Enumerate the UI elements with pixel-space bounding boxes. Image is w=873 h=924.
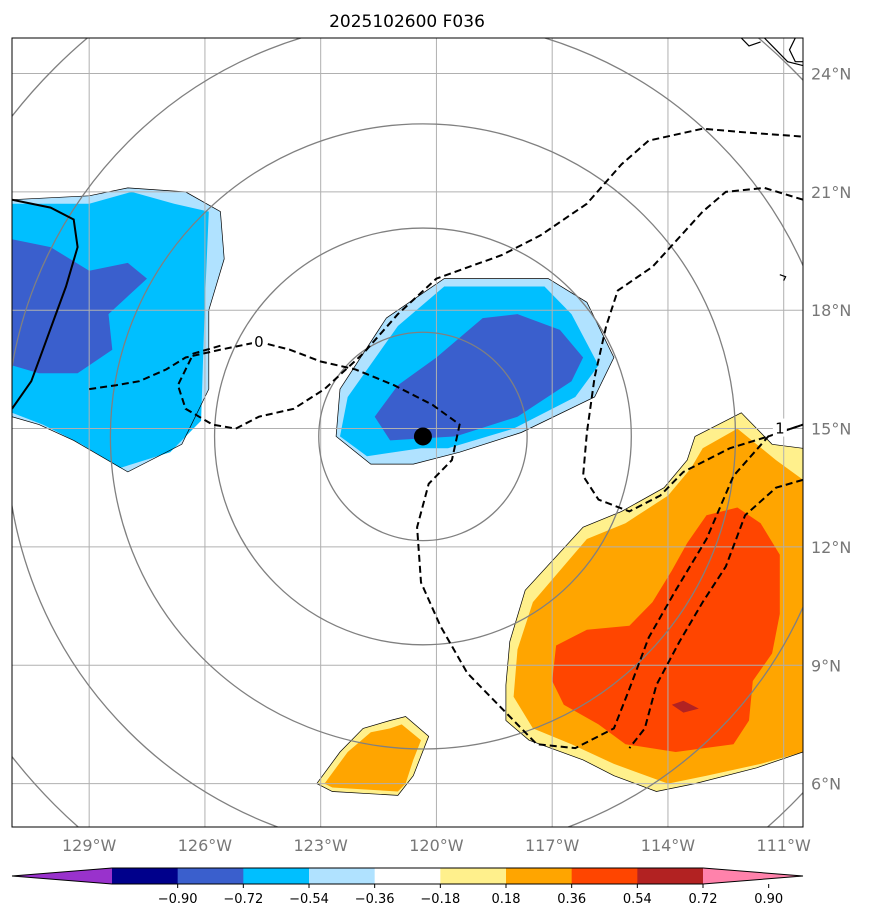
lat-tick-label: 15°N <box>811 420 851 439</box>
filled-region <box>671 700 699 713</box>
fill-outline <box>505 412 803 792</box>
lat-tick-label: 21°N <box>811 183 851 202</box>
colorbar-outline <box>11 867 804 885</box>
fill-outline <box>335 278 615 465</box>
colorbar-segment <box>506 868 573 884</box>
colorbar-tick-label: −0.36 <box>355 892 395 907</box>
lon-tick-label: 111°W <box>757 836 812 855</box>
coastline <box>740 38 761 47</box>
lat-tick-label: 9°N <box>811 656 841 675</box>
lat-tick-label: 18°N <box>811 301 851 320</box>
contour-line-dashed <box>582 186 803 513</box>
filled-region <box>552 507 780 752</box>
colorbar-tick-label: −0.90 <box>158 892 198 907</box>
colorbar-extend-low <box>12 868 112 884</box>
range-ring <box>213 227 632 646</box>
lon-tick-label: 123°W <box>294 836 349 855</box>
contour-line-dashed <box>89 340 803 750</box>
lon-tick-label: 129°W <box>62 836 117 855</box>
colorbar-segment <box>309 868 376 884</box>
colorbar-tick-label: −0.18 <box>420 892 460 907</box>
colorbar-tick-label: 0.36 <box>557 892 586 907</box>
lon-tick-label: 126°W <box>178 836 233 855</box>
longitude-labels: 129°W 126°W 123°W 120°W 117°W 114°W 111°W <box>62 836 811 855</box>
colorbar-segment <box>374 868 441 884</box>
contour-label: 1 <box>775 420 785 438</box>
lat-tick-label: 24°N <box>811 65 851 84</box>
lon-tick-label: 120°W <box>409 836 464 855</box>
colorbar-tick-label: −0.54 <box>289 892 329 907</box>
fill-outline <box>316 716 430 796</box>
filled-region <box>324 724 421 792</box>
storm-center-marker <box>413 427 432 446</box>
range-ring <box>318 331 528 542</box>
contour-label-bg <box>251 331 266 350</box>
contour-label: 0 <box>254 333 264 351</box>
contour-labels: 01 <box>251 331 787 438</box>
gridlines <box>12 38 803 827</box>
colorbar-tick-label: 0.72 <box>689 892 718 907</box>
lat-tick-label: 6°N <box>811 775 841 794</box>
colorbar-tick-label: 0.54 <box>623 892 652 907</box>
colorbar-tick-label: 0.90 <box>754 892 783 907</box>
contour-line-dashed <box>628 478 803 749</box>
coastline <box>763 38 803 67</box>
coastline <box>779 274 787 281</box>
colorbar-tick-label: 0.18 <box>492 892 521 907</box>
lat-tick-label: 12°N <box>811 538 851 557</box>
range-ring <box>109 123 737 750</box>
storm-center-dot <box>413 427 432 446</box>
colorbar-segment <box>112 868 179 884</box>
chart-title: 2025102600 F036 <box>329 12 485 32</box>
colorbar-segment <box>571 868 638 884</box>
coastlines <box>740 38 803 281</box>
colorbar-tick-label: −0.72 <box>223 892 263 907</box>
colorbar-extend-high <box>703 868 803 884</box>
contour-lines <box>12 127 803 750</box>
colorbar-segment <box>177 868 244 884</box>
filled-region <box>374 314 584 441</box>
colorbar-segment <box>243 868 310 884</box>
colorbar: −0.90 −0.72 −0.54 −0.36 −0.18 0.18 0.36 0.54 0.7… <box>11 867 804 907</box>
plot-frame <box>11 37 804 828</box>
colorbar-segment <box>440 868 507 884</box>
coastline <box>788 38 803 63</box>
filled-contours <box>12 187 803 796</box>
contour-line-solid <box>12 198 79 410</box>
lon-tick-label: 117°W <box>525 836 580 855</box>
contour-label-bg <box>772 418 787 437</box>
colorbar-segment <box>637 868 704 884</box>
contour-line-dashed <box>176 127 803 430</box>
latitude-labels: 6°N 9°N 12°N 15°N 18°N 21°N 24°N <box>811 65 851 794</box>
lon-tick-label: 114°W <box>641 836 696 855</box>
